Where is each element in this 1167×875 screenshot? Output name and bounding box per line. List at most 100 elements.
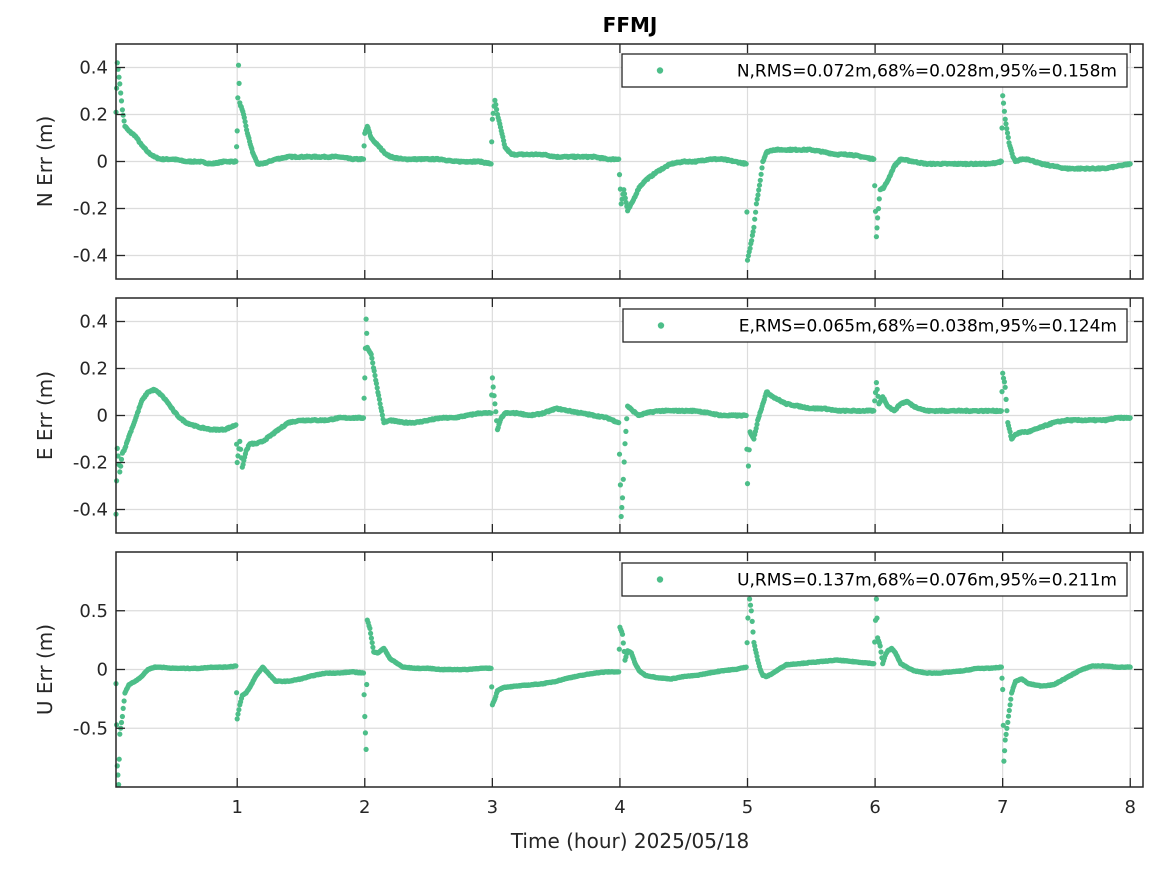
data-point — [369, 355, 375, 361]
data-point — [998, 158, 1005, 165]
data-point — [1002, 737, 1008, 743]
data-point — [116, 782, 122, 788]
data-point — [364, 330, 370, 336]
data-point — [233, 663, 239, 669]
data-point — [376, 392, 382, 398]
data-point — [622, 195, 628, 201]
data-point — [1000, 100, 1007, 106]
legend-label: N,RMS=0.072m,68%=0.028m,95%=0.158m — [737, 62, 1117, 82]
panel-e: -0.4 -0.2 0 0.2 0.4 E Err (m) E,RMS=0.065m,68%… — [33, 297, 1144, 534]
data-point — [749, 618, 755, 625]
data-point — [1001, 758, 1007, 764]
data-point — [1000, 686, 1006, 693]
y-axis-label: E Err (m) — [33, 371, 57, 460]
data-point — [1004, 130, 1011, 136]
data-point — [872, 398, 878, 404]
data-point — [748, 608, 754, 614]
legend-marker — [657, 322, 665, 329]
data-point — [488, 161, 494, 167]
y-tick-label: 0.4 — [79, 58, 108, 79]
data-point — [492, 401, 498, 407]
data-point — [379, 412, 385, 418]
data-point — [492, 97, 498, 103]
data-point — [370, 360, 376, 366]
data-point — [1000, 93, 1006, 99]
data-point — [236, 707, 242, 713]
data-point — [871, 408, 877, 414]
y-tick-label: -0.2 — [73, 453, 108, 474]
data-point — [1000, 370, 1006, 376]
data-point — [618, 513, 624, 520]
data-point — [877, 643, 883, 649]
data-point — [747, 596, 753, 602]
y-tick-label: 0 — [97, 406, 108, 427]
data-point — [121, 118, 127, 124]
data-point — [234, 128, 240, 134]
data-point — [379, 408, 385, 414]
data-point — [369, 640, 375, 646]
data-point — [242, 119, 248, 125]
data-point — [1002, 748, 1008, 754]
data-point — [1001, 108, 1008, 114]
legend-label: U,RMS=0.137m,68%=0.076m,95%=0.211m — [737, 571, 1117, 591]
data-point — [876, 196, 882, 202]
data-point — [234, 690, 240, 696]
legend-box — [621, 53, 1128, 88]
data-point — [620, 640, 626, 646]
data-point — [620, 476, 626, 482]
panel-u: -0.5 0 0.5 1 2 3 4 5 6 7 8 U Err (m) U,RMS=0.137m,68… — [33, 551, 1144, 818]
y-tick-label: 0 — [97, 660, 108, 681]
data-point — [1003, 121, 1009, 127]
data-point — [367, 625, 373, 632]
data-point — [873, 380, 880, 386]
data-point — [871, 661, 877, 667]
data-point — [372, 372, 378, 379]
data-point — [875, 215, 881, 221]
data-point — [117, 81, 123, 87]
data-point — [618, 201, 624, 207]
legend: N,RMS=0.072m,68%=0.028m,95%=0.158m — [621, 53, 1128, 88]
data-point — [119, 107, 125, 113]
y-tick-label: 0.2 — [79, 105, 108, 126]
data-point — [362, 730, 368, 736]
y-tick-label: 0 — [97, 152, 108, 173]
data-point — [874, 386, 880, 392]
data-point — [753, 209, 759, 215]
data-point — [747, 245, 753, 251]
data-point — [621, 459, 627, 465]
axes-frame — [115, 43, 1144, 280]
x-axis-label: Time (hour) 2025/05/18 — [510, 829, 749, 853]
data-point — [489, 684, 495, 690]
data-point — [746, 447, 752, 453]
y-tick-label: -0.4 — [73, 500, 108, 521]
data-point — [120, 705, 126, 712]
y-tick-label: 0.5 — [79, 601, 108, 622]
data-point — [235, 711, 241, 717]
data-point — [616, 156, 622, 162]
data-point — [234, 716, 240, 722]
data-point — [488, 410, 494, 416]
data-point — [1127, 664, 1133, 670]
x-tick-label: 8 — [1125, 797, 1136, 818]
data-point — [237, 438, 243, 444]
subplot-panels: -0.4 -0.2 0 0.2 0.4 N Err (m) N,RMS=0.072m,68%… — [33, 43, 1144, 818]
data-point — [362, 375, 368, 381]
data-point — [494, 106, 500, 113]
data-point — [118, 98, 125, 104]
data-point — [753, 201, 760, 207]
data-point — [234, 144, 240, 150]
data-point — [619, 631, 626, 637]
series-u-points — [113, 590, 1133, 788]
data-point — [118, 456, 125, 462]
x-tick-label: 5 — [742, 797, 753, 818]
data-point — [118, 90, 124, 96]
data-point — [118, 719, 125, 726]
data-point — [616, 669, 622, 675]
data-point — [756, 187, 762, 193]
data-point — [871, 156, 877, 162]
data-point — [364, 681, 370, 688]
data-point — [489, 139, 495, 145]
data-point — [117, 469, 123, 475]
data-point — [1005, 713, 1012, 719]
